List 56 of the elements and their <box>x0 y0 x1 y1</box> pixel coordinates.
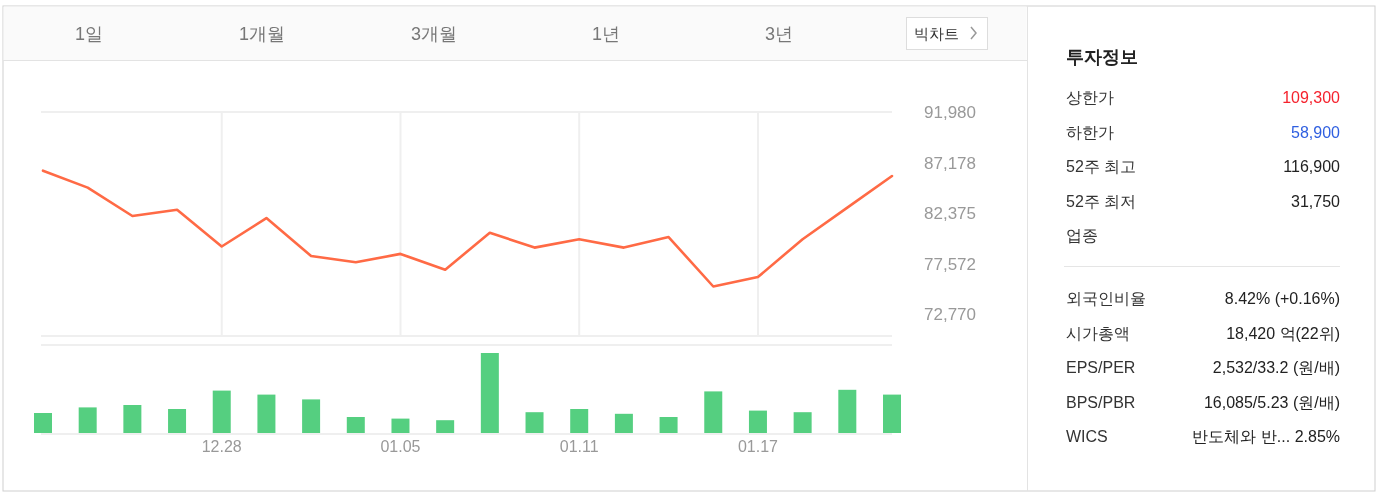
x-tick-label: 01.11 <box>559 438 599 455</box>
y-tick-label: 77,572 <box>924 254 976 274</box>
category-label: BPS/PBR <box>1066 393 1136 411</box>
y-tick-label: 72,770 <box>924 305 976 325</box>
text: 31,750 <box>1291 192 1340 210</box>
category-label: 시가총액 <box>1066 324 1130 342</box>
x-tick-label: 01.05 <box>380 438 421 455</box>
bar <box>257 394 276 433</box>
text: 58,900 <box>1291 123 1340 141</box>
bar <box>793 412 812 433</box>
category-label: 52주 최고 <box>1066 158 1137 176</box>
bar <box>34 413 52 433</box>
y-tick-label: 87,178 <box>924 153 976 173</box>
category-label: EPS/PER <box>1066 359 1136 377</box>
text: 2,532/33.2 (원/배) <box>1212 359 1340 377</box>
x-tick-label: 01.17 <box>737 438 779 455</box>
category-label: 업종 <box>1066 227 1098 245</box>
bar <box>659 417 678 433</box>
bar <box>123 405 142 433</box>
category-label: 3개월 <box>410 24 458 44</box>
bar <box>704 391 723 433</box>
bar <box>883 394 901 433</box>
bar <box>168 409 187 433</box>
bar <box>570 409 589 433</box>
y-tick-label: 91,980 <box>924 103 976 122</box>
category-label: 52주 최저 <box>1066 192 1137 210</box>
text: 16,085/5.23 (원/배) <box>1203 393 1340 411</box>
text: 반도체와 반... 2.85% <box>1192 428 1340 446</box>
text: 8.42% (+0.16%) <box>1224 290 1340 307</box>
category-label: 상한가 <box>1066 89 1114 106</box>
bar <box>212 390 231 433</box>
category-label: WICS <box>1066 428 1108 446</box>
bar <box>525 412 544 433</box>
bar <box>302 399 321 433</box>
x-tick-label: 12.28 <box>201 438 242 455</box>
line-series <box>41 169 894 288</box>
category-label: 하한가 <box>1066 123 1114 141</box>
category-label: 3년 <box>764 24 794 44</box>
text: 116,900 <box>1283 158 1340 176</box>
category-label: 외국인비율 <box>1066 290 1146 307</box>
text: 18,420 억(22위) <box>1226 324 1340 342</box>
category-label: 1일 <box>74 24 104 44</box>
text: 투자정보 <box>1066 47 1138 67</box>
bar <box>480 353 499 433</box>
bar <box>436 420 455 433</box>
bar <box>346 417 365 433</box>
text: 빅차트 <box>914 25 959 42</box>
bar <box>391 418 410 433</box>
category-label: 1년 <box>591 24 621 44</box>
bar <box>748 410 767 433</box>
bar <box>78 407 97 433</box>
bar <box>614 413 633 433</box>
y-tick-label: 82,375 <box>924 204 976 224</box>
text: 109,300 <box>1282 89 1340 106</box>
bar <box>838 389 857 433</box>
category-label: 1개월 <box>238 24 286 44</box>
